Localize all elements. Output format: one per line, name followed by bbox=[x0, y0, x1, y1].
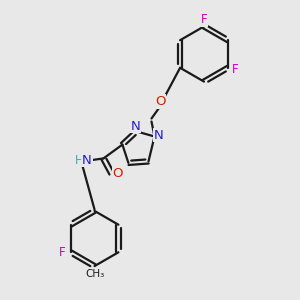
Text: F: F bbox=[59, 246, 65, 259]
Text: N: N bbox=[130, 119, 140, 133]
Text: N: N bbox=[154, 129, 164, 142]
Text: CH₃: CH₃ bbox=[85, 268, 105, 279]
Text: N: N bbox=[82, 154, 92, 167]
Text: O: O bbox=[155, 95, 166, 108]
Text: H: H bbox=[75, 154, 84, 167]
Text: F: F bbox=[201, 13, 207, 26]
Text: O: O bbox=[112, 167, 123, 180]
Text: F: F bbox=[232, 63, 239, 76]
